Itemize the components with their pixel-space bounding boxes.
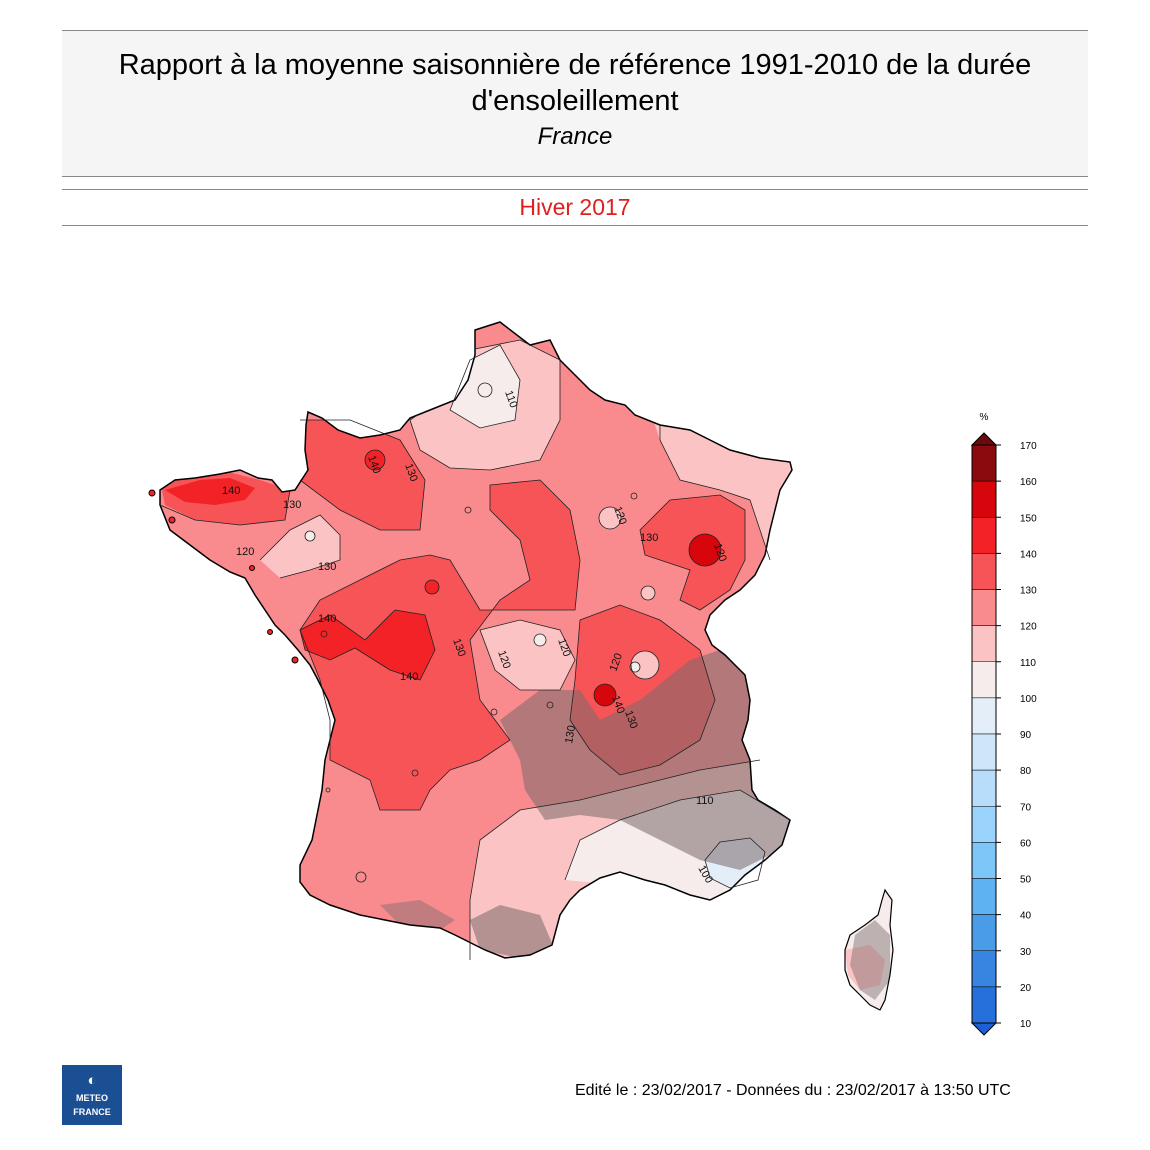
- contour-label: 130: [622, 709, 640, 730]
- legend-swatch: [971, 444, 997, 482]
- legend-tick-label: 80: [1020, 766, 1032, 777]
- legend-swatch: [971, 625, 997, 662]
- legend-swatches: [971, 444, 997, 1024]
- coastal-islands: [148, 489, 299, 664]
- legend-swatch: [971, 986, 997, 1024]
- contour-label: 120: [711, 542, 729, 563]
- legend-swatch: [971, 480, 997, 518]
- legend-ticks: 170 160 150 140 130 120 110 100 90 80 70 60 50 40 30 20…: [996, 441, 1037, 1030]
- legend-swatch: [971, 950, 997, 988]
- legend-swatch: [971, 878, 997, 915]
- contour-labels: 110 130 140 130 120 140 140 130 130 120 …: [222, 389, 889, 985]
- contour-label: 130: [318, 561, 336, 573]
- france-shading: [160, 322, 792, 958]
- logo-emblem-icon: ◐: [87, 1072, 97, 1089]
- corsica-shading: [845, 890, 893, 1010]
- legend-swatch: [971, 806, 997, 843]
- legend-unit: %: [980, 412, 989, 423]
- legend-tick-label: 170: [1020, 441, 1037, 452]
- contour-label: 130: [402, 462, 420, 483]
- meteo-france-logo: ◐ METEO FRANCE: [62, 1065, 122, 1125]
- contour-label: 140: [318, 613, 336, 625]
- legend-tick-label: 40: [1020, 911, 1032, 922]
- season-label: Hiver 2017: [62, 189, 1088, 226]
- legend-swatch: [971, 553, 997, 590]
- legend-tick-label: 60: [1020, 838, 1032, 849]
- map-region: France: [537, 123, 613, 150]
- contour-label: 140: [365, 454, 383, 475]
- legend-tick-label: 120: [1020, 622, 1037, 633]
- contour-label: 120: [611, 505, 629, 526]
- legend-tick-label: 160: [1020, 477, 1037, 488]
- legend-tick-label: 10: [1020, 1019, 1032, 1030]
- contour-label: 130: [640, 532, 658, 544]
- contour-label: 140: [400, 671, 418, 683]
- legend-tick-label: 110: [1020, 658, 1036, 669]
- legend-swatch: [971, 589, 997, 626]
- legend-tick-label: 70: [1020, 802, 1032, 813]
- legend-tick-label: 130: [1020, 586, 1037, 597]
- contour-label: 110: [696, 795, 714, 807]
- contour-label: 120: [236, 546, 254, 558]
- legend-swatch: [971, 733, 997, 771]
- contour-label: 110: [502, 389, 519, 410]
- contour-label: 120: [608, 652, 626, 673]
- legend-swatch: [971, 842, 997, 879]
- map-title: Rapport à la moyenne saisonnière de réfé…: [118, 49, 1032, 117]
- contour-label: 140: [222, 485, 240, 497]
- contour-label: 130: [283, 499, 301, 511]
- legend-swatch: [971, 697, 997, 735]
- legend-swatch: [971, 914, 997, 951]
- title-panel: Rapport à la moyenne saisonnière de réfé…: [62, 30, 1088, 177]
- edition-footer: Edité le : 23/02/2017 - Données du : 23/…: [575, 1082, 1011, 1099]
- legend-tick-label: 50: [1020, 875, 1032, 886]
- legend-tick-label: 90: [1020, 730, 1032, 741]
- contour-label: 120: [555, 637, 573, 658]
- legend-tick-label: 100: [1020, 694, 1037, 705]
- legend-tick-label: 20: [1020, 983, 1032, 994]
- legend-tick-label: 150: [1020, 513, 1037, 524]
- legend-colorbar: % 170 160 150 140 130 120 110 100 90 80 70 60 50 40 30…: [970, 412, 1037, 1036]
- legend-tick-label: 30: [1020, 947, 1032, 958]
- legend-frame: [971, 444, 997, 1024]
- contour-label: 130: [563, 724, 578, 744]
- logo-line2: FRANCE: [73, 1107, 111, 1117]
- legend-swatch: [971, 769, 997, 807]
- contour-label: 120: [495, 649, 513, 670]
- legend-swatch: [971, 661, 997, 699]
- contour-label: 140: [609, 694, 627, 715]
- contour-label: 130: [450, 637, 468, 658]
- legend-bottom-arrow: [970, 1022, 998, 1036]
- legend-top-arrow: [970, 432, 998, 446]
- legend-swatch: [971, 517, 997, 554]
- legend-tick-label: 140: [1020, 549, 1037, 560]
- logo-line1: METEO: [75, 1093, 108, 1103]
